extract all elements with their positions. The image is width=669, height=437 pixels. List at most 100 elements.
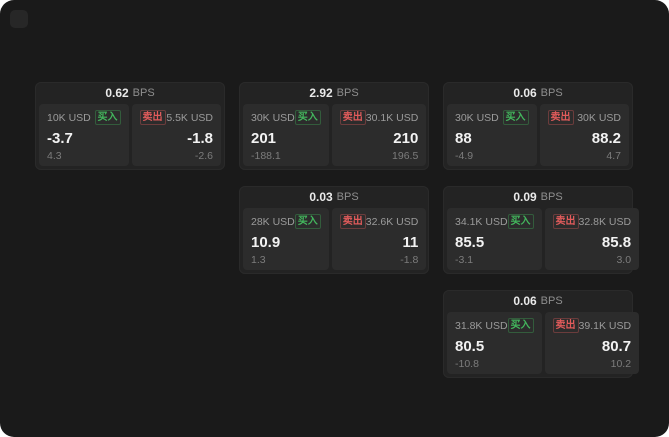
spread-header: 0.06 BPS bbox=[447, 290, 629, 312]
spread-value: 0.06 bbox=[513, 86, 537, 100]
sell-side-badge: 卖出 bbox=[552, 318, 579, 333]
buy-tile[interactable]: 31.8K USD 买入 80.5 -10.8 bbox=[447, 312, 542, 374]
sell-tile[interactable]: 卖出 32.8K USD 85.8 3.0 bbox=[544, 208, 640, 270]
sell-tile-top: 卖出 30.1K USD bbox=[339, 110, 419, 125]
buy-side-badge: 买入 bbox=[294, 214, 321, 229]
spread-header: 2.92 BPS bbox=[243, 82, 425, 104]
sell-size: 32.8K USD bbox=[578, 215, 632, 228]
buy-delta: -10.8 bbox=[455, 357, 479, 370]
sell-size: 30.1K USD bbox=[365, 111, 419, 124]
sell-side-badge: 卖出 bbox=[339, 214, 366, 229]
buy-tile-top: 10K USD 买入 bbox=[47, 110, 121, 125]
quote-body: 34.1K USD 买入 85.5 -3.1 卖出 32.8K USD 85.8… bbox=[447, 208, 640, 270]
sell-size: 39.1K USD bbox=[578, 319, 632, 332]
quote-body: 28K USD 买入 10.9 1.3 卖出 32.6K USD 11 -1.8 bbox=[243, 208, 427, 270]
spread-unit: BPS bbox=[336, 191, 359, 203]
buy-tile[interactable]: 30K USD 买入 88 -4.9 bbox=[447, 104, 537, 166]
sell-tile-top: 卖出 39.1K USD bbox=[552, 318, 632, 333]
buy-size: 30K USD bbox=[455, 111, 499, 124]
buy-delta: -4.9 bbox=[455, 149, 474, 162]
sell-delta: 196.5 bbox=[392, 149, 419, 162]
sell-side-badge: 卖出 bbox=[139, 110, 166, 125]
quote-body: 30K USD 买入 88 -4.9 卖出 30K USD 88.2 4.7 bbox=[447, 104, 629, 166]
sell-tile-top: 卖出 32.8K USD bbox=[552, 214, 632, 229]
buy-price: -3.7 bbox=[47, 130, 73, 148]
corner-menu-button[interactable] bbox=[10, 10, 28, 28]
quote-card-grid: 0.62 BPS 10K USD 买入 -3.7 4.3 卖出 5.5K USD bbox=[35, 82, 640, 378]
sell-price: 85.8 bbox=[601, 234, 632, 252]
sell-tile[interactable]: 卖出 5.5K USD -1.8 -2.6 bbox=[131, 104, 221, 166]
buy-delta: 4.3 bbox=[47, 149, 62, 162]
sell-price: 11 bbox=[402, 234, 419, 252]
sell-tile-top: 卖出 30K USD bbox=[547, 110, 621, 125]
spread-header: 0.62 BPS bbox=[39, 82, 221, 104]
buy-side-badge: 买入 bbox=[502, 110, 529, 125]
sell-size: 5.5K USD bbox=[166, 111, 213, 124]
sell-price: 88.2 bbox=[591, 130, 621, 148]
buy-side-badge: 买入 bbox=[94, 110, 121, 125]
sell-tile[interactable]: 卖出 30K USD 88.2 4.7 bbox=[539, 104, 629, 166]
spread-unit: BPS bbox=[540, 87, 563, 99]
buy-side-badge: 买入 bbox=[294, 110, 321, 125]
sell-delta: 10.2 bbox=[610, 357, 632, 370]
sell-tile-top: 卖出 5.5K USD bbox=[139, 110, 213, 125]
quote-card: 0.06 BPS 31.8K USD 买入 80.5 -10.8 卖出 39.1… bbox=[443, 290, 640, 378]
buy-price: 201 bbox=[251, 130, 277, 148]
sell-side-badge: 卖出 bbox=[552, 214, 579, 229]
quote-body: 10K USD 买入 -3.7 4.3 卖出 5.5K USD -1.8 -2.… bbox=[39, 104, 221, 166]
sell-tile[interactable]: 卖出 30.1K USD 210 196.5 bbox=[331, 104, 427, 166]
sell-size: 30K USD bbox=[577, 111, 621, 124]
quote-card: 0.62 BPS 10K USD 买入 -3.7 4.3 卖出 5.5K USD bbox=[35, 82, 225, 170]
buy-side-badge: 买入 bbox=[507, 318, 534, 333]
buy-tile-top: 30K USD 买入 bbox=[251, 110, 321, 125]
sell-delta: -2.6 bbox=[194, 149, 213, 162]
sell-side-badge: 卖出 bbox=[547, 110, 574, 125]
buy-price: 10.9 bbox=[251, 234, 281, 252]
quote-body: 30K USD 买入 201 -188.1 卖出 30.1K USD 210 1… bbox=[243, 104, 427, 166]
buy-tile[interactable]: 28K USD 买入 10.9 1.3 bbox=[243, 208, 329, 270]
spread-value: 0.62 bbox=[105, 86, 129, 100]
buy-side-badge: 买入 bbox=[507, 214, 534, 229]
buy-delta: -188.1 bbox=[251, 149, 281, 162]
quote-body: 31.8K USD 买入 80.5 -10.8 卖出 39.1K USD 80.… bbox=[447, 312, 640, 374]
sell-delta: 4.7 bbox=[606, 149, 621, 162]
buy-tile-top: 30K USD 买入 bbox=[455, 110, 529, 125]
sell-delta: -1.8 bbox=[400, 253, 419, 266]
quote-card: 0.06 BPS 30K USD 买入 88 -4.9 卖出 30K USD bbox=[443, 82, 633, 170]
buy-size: 10K USD bbox=[47, 111, 91, 124]
sell-price: -1.8 bbox=[187, 130, 213, 148]
quote-card: 0.03 BPS 28K USD 买入 10.9 1.3 卖出 32.6K US… bbox=[239, 186, 429, 274]
spread-header: 0.06 BPS bbox=[447, 82, 629, 104]
sell-side-badge: 卖出 bbox=[339, 110, 366, 125]
spread-unit: BPS bbox=[132, 87, 155, 99]
sell-delta: 3.0 bbox=[616, 253, 632, 266]
sell-tile-top: 卖出 32.6K USD bbox=[339, 214, 419, 229]
buy-size: 34.1K USD bbox=[455, 215, 508, 228]
buy-tile[interactable]: 34.1K USD 买入 85.5 -3.1 bbox=[447, 208, 542, 270]
sell-tile[interactable]: 卖出 32.6K USD 11 -1.8 bbox=[331, 208, 427, 270]
buy-delta: 1.3 bbox=[251, 253, 266, 266]
buy-size: 28K USD bbox=[251, 215, 295, 228]
buy-price: 85.5 bbox=[455, 234, 485, 252]
spread-unit: BPS bbox=[540, 191, 563, 203]
spread-value: 0.09 bbox=[513, 190, 537, 204]
buy-tile[interactable]: 10K USD 买入 -3.7 4.3 bbox=[39, 104, 129, 166]
sell-price: 210 bbox=[393, 130, 419, 148]
spread-unit: BPS bbox=[540, 295, 563, 307]
quote-card: 2.92 BPS 30K USD 买入 201 -188.1 卖出 30.1K … bbox=[239, 82, 429, 170]
buy-size: 30K USD bbox=[251, 111, 295, 124]
spread-header: 0.03 BPS bbox=[243, 186, 425, 208]
buy-tile[interactable]: 30K USD 买入 201 -188.1 bbox=[243, 104, 329, 166]
spread-value: 0.03 bbox=[309, 190, 333, 204]
buy-tile-top: 31.8K USD 买入 bbox=[455, 318, 534, 333]
sell-tile[interactable]: 卖出 39.1K USD 80.7 10.2 bbox=[544, 312, 640, 374]
spread-header: 0.09 BPS bbox=[447, 186, 629, 208]
buy-price: 80.5 bbox=[455, 338, 485, 356]
spread-value: 0.06 bbox=[513, 294, 537, 308]
quote-card: 0.09 BPS 34.1K USD 买入 85.5 -3.1 卖出 32.8K… bbox=[443, 186, 640, 274]
sell-size: 32.6K USD bbox=[365, 215, 419, 228]
spread-unit: BPS bbox=[336, 87, 359, 99]
sell-price: 80.7 bbox=[601, 338, 632, 356]
spread-value: 2.92 bbox=[309, 86, 333, 100]
